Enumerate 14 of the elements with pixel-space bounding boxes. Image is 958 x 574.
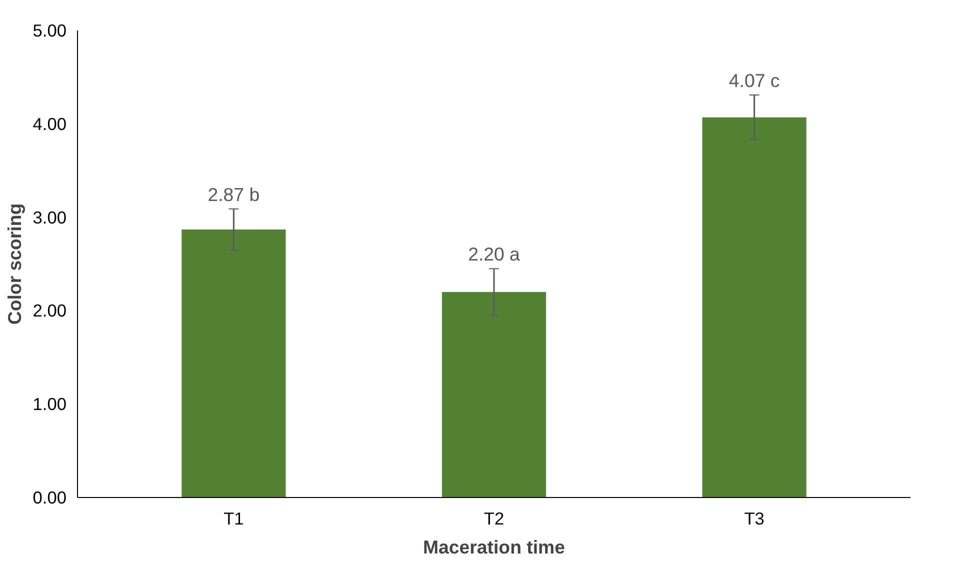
x-axis-title: Maceration time (422, 536, 566, 558)
y-tick-label: 3.00 (32, 207, 67, 228)
data-label: 2.20 a (468, 244, 521, 265)
x-tick-label: T2 (484, 508, 504, 528)
y-tick-label: 0.00 (32, 488, 67, 508)
x-tick-label: T3 (744, 508, 764, 528)
y-tick-label: 5.00 (32, 20, 67, 40)
x-tick-label: T1 (224, 508, 244, 528)
y-tick-label: 2.00 (32, 300, 67, 321)
y-tick-label: 1.00 (32, 394, 67, 414)
data-label: 4.07 c (728, 70, 780, 91)
data-label: 2.87 b (208, 184, 260, 205)
y-axis-title: Color scoring (4, 203, 25, 325)
y-tick-label: 4.00 (32, 114, 67, 134)
